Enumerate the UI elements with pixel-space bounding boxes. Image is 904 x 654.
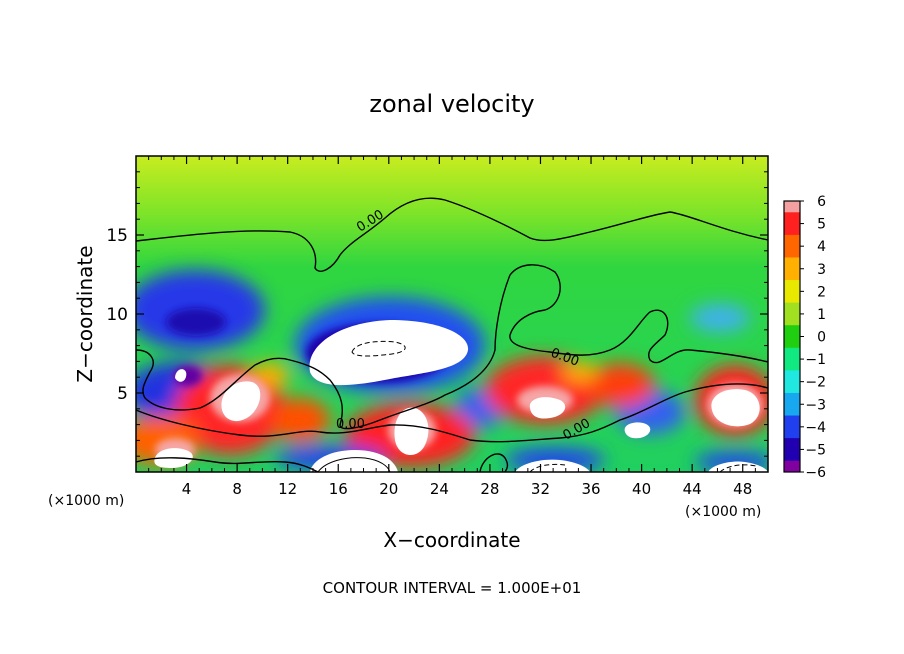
colorbar-swatch [784,257,800,264]
colorbar-swatch [784,246,800,253]
colorbar-label: 5 [817,217,826,233]
x-tick-label: 24 [430,480,449,498]
saturated-regions [154,320,768,472]
inner-contour-base [317,457,391,472]
colorbar-swatch [784,251,800,258]
colorbar-swatch [784,274,800,281]
colorbar-swatch [784,398,800,405]
colorbar-swatch [784,460,800,467]
colorbar-swatch [784,347,800,354]
colorbar-swatch [784,212,800,219]
colorbar-swatch [784,229,800,236]
colorbar-swatch [784,223,800,230]
x-tick-label: 16 [329,480,348,498]
colorbar-label: −1 [805,352,826,368]
colorbar-swatch [784,313,800,321]
colorbar-swatch [784,421,800,428]
y-axis-label: Z−coordinate [73,245,97,382]
x-tick-label: 40 [632,480,651,498]
y-tick-label: 15 [106,226,128,246]
x-tick-label: 32 [531,480,550,498]
colorbar-swatch [784,234,800,242]
colorbar-swatch [784,302,800,309]
plot-area: 0.00 0.00 0.00 0.00 [136,156,768,472]
x-unit-left: (×1000 m) [48,493,124,509]
colorbar-swatch [784,342,800,349]
zero-contour-right [479,453,509,472]
colorbar-swatch [784,268,800,275]
contour-lines [136,197,768,472]
chart-title: zonal velocity [369,90,534,118]
y-axis: 5 10 15 [106,171,768,457]
colorbar-label: 6 [817,194,826,210]
x-tick-label: 12 [278,480,297,498]
colorbar-swatch [784,409,800,417]
colorbar-label: −2 [805,375,826,391]
colorbar-swatch [784,353,800,360]
colorbar-label: −6 [805,465,826,481]
x-unit-right: (×1000 m) [685,504,761,520]
x-axis-label: X−coordinate [383,528,520,552]
y-tick-label: 10 [106,305,128,325]
colorbar-swatch [784,449,800,456]
colorbar-swatch [784,308,800,315]
colorbar-swatch [784,206,800,213]
inner-contour-base-3 [719,464,757,472]
colorbar-swatch [784,217,800,225]
zero-contour-mid [136,264,768,430]
colorbar-swatch [784,291,800,298]
colorbar-label: 3 [817,262,826,278]
colorbar-swatch [784,426,800,433]
colorbar-swatch [784,370,800,377]
x-tick-label: 28 [480,480,499,498]
colorbar-swatch [784,392,800,400]
colorbar-swatch [784,466,800,473]
colorbar-swatch [784,432,800,439]
x-tick-label: 4 [182,480,192,498]
colorbar-swatch [784,376,800,383]
colorbar-swatch [784,336,800,343]
colorbar-label: −3 [805,397,826,413]
colorbar-swatch [784,381,800,388]
colorbar-label: −4 [805,420,826,436]
zero-contour-lower [136,383,768,443]
colorbar-swatch [784,319,800,326]
x-axis: 4 8 12 16 20 24 28 32 36 40 44 48 [148,156,756,498]
x-tick-label: 8 [232,480,242,498]
colorbar-swatch [784,330,800,337]
x-tick-label: 48 [733,480,752,498]
contour-label: 0.00 [336,417,365,432]
colorbar-swatch [784,387,800,394]
inner-contour-base-2 [529,463,566,472]
colorbar-swatch [784,325,800,332]
x-tick-label: 36 [581,480,600,498]
zero-contour-base [136,457,319,472]
colorbar-swatch [784,443,800,450]
colorbar-swatch [784,364,800,371]
colorbar-swatch [784,263,800,270]
colorbar-swatch [784,415,800,422]
colorbar-swatch [784,455,800,462]
contour-interval: CONTOUR INTERVAL = 1.000E+01 [323,579,582,597]
zero-contour-upper [136,197,768,272]
colorbar-swatch [784,404,800,411]
y-tick-label: 5 [117,384,128,404]
x-tick-label: 44 [683,480,702,498]
colorbar-label: 1 [817,307,826,323]
colorbar-swatch [784,201,800,208]
colorbar: 6 5 4 3 2 1 0 −1 −2 −3 −4 −5 −6 [783,194,826,481]
colorbar-label: 0 [817,330,826,346]
colorbar-label: −5 [805,442,826,458]
colorbar-swatch [784,438,800,445]
colorbar-swatch [784,296,800,304]
colorbar-label: 4 [817,239,826,255]
colorbar-swatch [784,280,800,287]
inner-contour-jet [351,340,406,357]
colorbar-swatch [784,359,800,366]
colorbar-swatch [784,240,800,247]
x-tick-label: 20 [379,480,398,498]
colorbar-label: 2 [817,284,826,300]
colorbar-swatch [784,285,800,292]
